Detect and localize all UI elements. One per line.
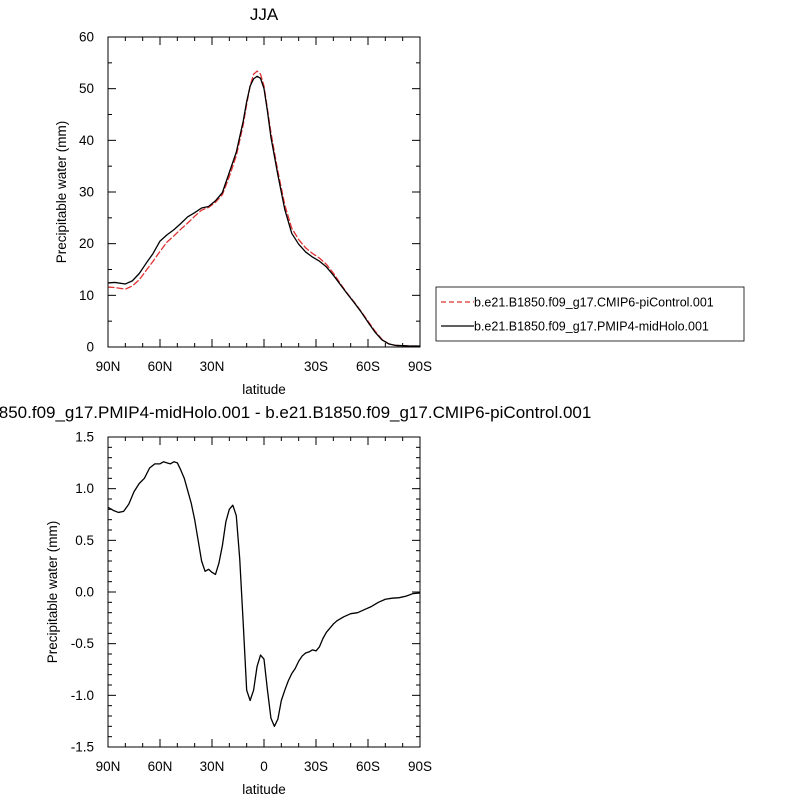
top-y-tick-label: 0	[86, 340, 94, 355]
top-axis-ticks	[107, 36, 421, 348]
bot-y-tick-label: -1.5	[71, 740, 94, 755]
top-line-b-e21-b1850-f09-g17-pmip4-midholo-001	[108, 75, 420, 347]
bot-x-tick-label: 90S	[408, 759, 432, 774]
difference-chart-title: b.e21.B1850.f09_g17.PMIP4-midHolo.001 - …	[0, 403, 591, 422]
difference-x-tick-labels: 90N 60N 30N 0 30S 60S 90S	[96, 759, 432, 774]
bot-x-tick-label: 60S	[356, 759, 380, 774]
top-y-tick-labels: 0 10 20 30 40 50 60	[79, 30, 94, 355]
difference-line-chart: b.e21.B1850.f09_g17.PMIP4-midHolo.001 - …	[0, 403, 591, 797]
difference-plot-frame	[107, 436, 421, 748]
top-x-tick-labels: 90N 60N 30N 30S 60S 90S	[96, 359, 432, 374]
top-series-group	[108, 70, 420, 347]
top-y-tick-label: 50	[79, 81, 94, 96]
difference-y-axis-label: Precipitable water (mm)	[45, 521, 60, 664]
top-x-tick-label: 30N	[200, 359, 225, 374]
bot-x-tick-label: 30S	[304, 759, 328, 774]
bot-y-tick-label: 0.0	[75, 585, 94, 600]
bot-y-tick-label: 1.0	[75, 481, 94, 496]
top-x-tick-label: 90N	[96, 359, 121, 374]
top-x-axis-label: latitude	[242, 382, 286, 397]
legend-label-picontrol: b.e21.B1850.f09_g17.CMIP6-piControl.001	[474, 296, 714, 310]
bot-x-tick-label: 30N	[200, 759, 225, 774]
top-line-b-e21-b1850-f09-g17-cmip6-picontrol-001	[108, 70, 420, 347]
top-y-axis-label: Precipitable water (mm)	[54, 121, 69, 264]
top-chart-title: JJA	[250, 5, 279, 24]
difference-y-tick-labels: -1.5 -1.0 -0.5 0.0 0.5 1.0 1.5	[71, 430, 94, 755]
legend-box	[435, 286, 745, 342]
difference-x-axis-label: latitude	[242, 782, 286, 797]
bot-line-series-0	[108, 461, 420, 727]
top-line-chart: JJA 0 10 20 30 40 50 60 90N 60N 30N 30S 60S 90S lat…	[54, 5, 432, 397]
difference-series-group	[108, 461, 420, 727]
top-x-tick-label: 30S	[304, 359, 328, 374]
top-x-tick-label: 60S	[356, 359, 380, 374]
legend-label-midholo: b.e21.B1850.f09_g17.PMIP4-midHolo.001	[474, 320, 709, 334]
top-x-tick-label: 90S	[408, 359, 432, 374]
bot-y-tick-label: 1.5	[75, 430, 94, 445]
bot-y-tick-label: -1.0	[71, 688, 94, 703]
top-plot-frame	[107, 36, 421, 348]
bot-x-tick-label: 60N	[148, 759, 173, 774]
legend: b.e21.B1850.f09_g17.CMIP6-piControl.001 …	[435, 286, 745, 342]
difference-axis-ticks	[107, 436, 421, 748]
top-y-tick-label: 30	[79, 185, 94, 200]
bot-x-tick-label: 90N	[96, 759, 121, 774]
bot-y-tick-label: 0.5	[75, 533, 94, 548]
top-y-tick-label: 60	[79, 30, 94, 45]
top-y-tick-label: 40	[79, 133, 94, 148]
bot-x-tick-label: 0	[260, 759, 268, 774]
bot-y-tick-label: -0.5	[71, 636, 94, 651]
top-y-tick-label: 20	[79, 236, 94, 251]
top-x-tick-label: 60N	[148, 359, 173, 374]
top-y-tick-label: 10	[79, 288, 94, 303]
